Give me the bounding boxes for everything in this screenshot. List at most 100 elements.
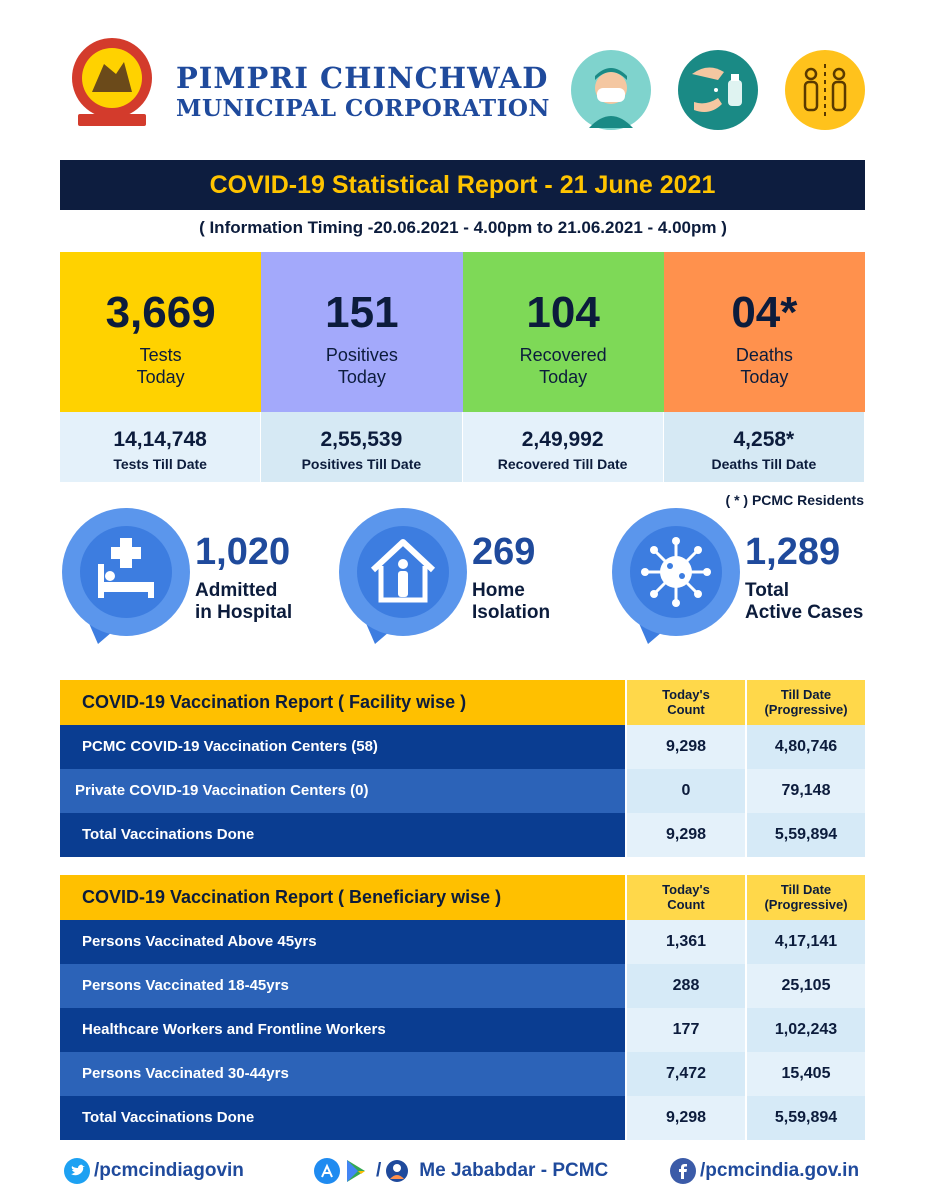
row-today: 9,298 bbox=[625, 813, 745, 857]
positives-total-label: Positives Till Date bbox=[301, 456, 422, 472]
home-isolation-label: Home Isolation bbox=[472, 580, 551, 623]
column-header-till-date: Till Date (Progressive) bbox=[745, 875, 865, 920]
active-cases-label: Total Active Cases bbox=[745, 580, 864, 623]
recovered-today-label: Recovered Today bbox=[519, 345, 607, 387]
row-till-date: 1,02,243 bbox=[745, 1008, 865, 1052]
admitted-label: Admitted in Hospital bbox=[195, 580, 293, 623]
row-label: Healthcare Workers and Frontline Workers bbox=[60, 1008, 625, 1052]
column-header-till-date: Till Date (Progressive) bbox=[745, 680, 865, 725]
stat-tests-today: 3,669 Tests Today bbox=[60, 252, 262, 412]
row-today: 0 bbox=[625, 769, 745, 813]
active-cases-value: 1,289 bbox=[745, 531, 841, 573]
pin-home-isolation: 269 Home Isolation bbox=[337, 508, 607, 648]
recovered-total-value: 2,49,992 bbox=[521, 428, 604, 451]
row-label: Total Vaccinations Done bbox=[60, 1096, 625, 1140]
row-today: 1,361 bbox=[625, 920, 745, 964]
tests-today-value: 3,669 bbox=[105, 288, 216, 337]
footer: /pcmcindiagovin / Me Jababdar - PCMC /pc… bbox=[60, 1158, 865, 1188]
home-isolation-value: 269 bbox=[472, 531, 536, 573]
stat-tests: 3,669 Tests Today 14,14,748 Tests Till Da… bbox=[60, 252, 262, 482]
table-row: Persons Vaccinated 30-44yrs 7,472 15,405 bbox=[60, 1052, 865, 1096]
row-label: Persons Vaccinated 30-44yrs bbox=[60, 1052, 625, 1096]
stat-recovered-today: 104 Recovered Today bbox=[462, 252, 664, 412]
virus-icon bbox=[612, 508, 740, 644]
recovered-today-value: 104 bbox=[526, 288, 600, 337]
app-separator: / bbox=[376, 1160, 382, 1181]
stat-positives-total: 2,55,539 Positives Till Date bbox=[261, 412, 463, 482]
stat-deaths-total: 4,258* Deaths Till Date bbox=[663, 412, 865, 482]
row-today: 9,298 bbox=[625, 1096, 745, 1140]
row-till-date: 4,17,141 bbox=[745, 920, 865, 964]
table-row: Total Vaccinations Done 9,298 5,59,894 bbox=[60, 813, 865, 857]
positives-today-label: Positives Today bbox=[325, 345, 398, 387]
row-today: 288 bbox=[625, 964, 745, 1008]
row-today: 177 bbox=[625, 1008, 745, 1052]
org-name-line2: MUNICIPAL CORPORATION bbox=[176, 95, 550, 122]
deaths-total-label: Deaths Till Date bbox=[711, 456, 817, 472]
facebook-icon bbox=[670, 1158, 696, 1184]
header: PIMPRI CHINCHWAD MUNICIPAL CORPORATION bbox=[0, 0, 926, 150]
tests-total-label: Tests Till Date bbox=[113, 456, 207, 472]
information-timing: ( Information Timing -20.06.2021 - 4.00p… bbox=[199, 218, 727, 237]
mask-icon bbox=[571, 50, 651, 130]
stat-recovered: 104 Recovered Today 2,49,992 Recovered Ti… bbox=[462, 252, 664, 482]
row-till-date: 5,59,894 bbox=[745, 1096, 865, 1140]
deaths-total-value: 4,258* bbox=[733, 428, 795, 451]
app-store-icon[interactable] bbox=[314, 1158, 340, 1184]
stat-positives: 151 Positives Today 2,55,539 Positives Ti… bbox=[261, 252, 463, 482]
beneficiary-table-title: COVID-19 Vaccination Report ( Beneficiar… bbox=[60, 875, 625, 920]
deaths-today-label: Deaths Today bbox=[735, 345, 793, 387]
google-play-icon[interactable] bbox=[344, 1158, 368, 1184]
positives-total-value: 2,55,539 bbox=[320, 428, 403, 451]
pin-hospital: 1,020 Admitted in Hospital bbox=[60, 508, 330, 648]
tests-today-label: Tests Today bbox=[136, 345, 185, 387]
app-links[interactable]: / Me Jababdar - PCMC bbox=[314, 1158, 608, 1184]
positives-today-value: 151 bbox=[325, 288, 399, 337]
twitter-icon bbox=[64, 1158, 90, 1184]
row-label: PCMC COVID-19 Vaccination Centers (58) bbox=[60, 725, 625, 769]
row-label: Persons Vaccinated 18-45yrs bbox=[60, 964, 625, 1008]
report-title: COVID-19 Statistical Report - 21 June 20… bbox=[60, 160, 865, 210]
app-name: Me Jababdar - PCMC bbox=[419, 1160, 609, 1181]
table-row: Persons Vaccinated Above 45yrs 1,361 4,1… bbox=[60, 920, 865, 964]
column-header-today: Today's Count bbox=[625, 680, 745, 725]
facility-table-title: COVID-19 Vaccination Report ( Facility w… bbox=[60, 680, 625, 725]
row-till-date: 25,105 bbox=[745, 964, 865, 1008]
residents-note: ( * ) PCMC Residents bbox=[725, 492, 864, 508]
hospital-bed-icon bbox=[62, 508, 190, 644]
table-row: PCMC COVID-19 Vaccination Centers (58) 9… bbox=[60, 725, 865, 769]
facebook-handle: /pcmcindia.gov.in bbox=[700, 1160, 860, 1181]
row-label: Persons Vaccinated Above 45yrs bbox=[60, 920, 625, 964]
table-row: Persons Vaccinated 18-45yrs 288 25,105 bbox=[60, 964, 865, 1008]
twitter-handle: /pcmcindiagovin bbox=[94, 1160, 244, 1181]
recovered-total-label: Recovered Till Date bbox=[497, 456, 628, 472]
stat-tests-total: 14,14,748 Tests Till Date bbox=[60, 412, 262, 482]
row-till-date: 79,148 bbox=[745, 769, 865, 813]
stat-deaths-today: 04* Deaths Today bbox=[663, 252, 865, 412]
beneficiary-wise-table: COVID-19 Vaccination Report ( Beneficiar… bbox=[60, 875, 865, 1140]
org-name: PIMPRI CHINCHWAD MUNICIPAL CORPORATION bbox=[176, 62, 550, 124]
table-header: COVID-19 Vaccination Report ( Beneficiar… bbox=[60, 875, 865, 920]
row-till-date: 5,59,894 bbox=[745, 813, 865, 857]
column-header-today: Today's Count bbox=[625, 875, 745, 920]
row-today: 7,472 bbox=[625, 1052, 745, 1096]
twitter-link[interactable]: /pcmcindiagovin bbox=[64, 1158, 244, 1184]
hand-sanitizer-icon bbox=[678, 50, 758, 130]
stat-positives-today: 151 Positives Today bbox=[261, 252, 463, 412]
row-till-date: 4,80,746 bbox=[745, 725, 865, 769]
stats-cards: 3,669 Tests Today 14,14,748 Tests Till Da… bbox=[60, 252, 865, 482]
deaths-today-value: 04* bbox=[731, 288, 798, 337]
tests-total-value: 14,14,748 bbox=[113, 428, 207, 451]
facility-wise-table: COVID-19 Vaccination Report ( Facility w… bbox=[60, 680, 865, 857]
facebook-link[interactable]: /pcmcindia.gov.in bbox=[670, 1158, 859, 1184]
me-jababdar-app-icon[interactable] bbox=[385, 1159, 409, 1183]
table-row: Total Vaccinations Done 9,298 5,59,894 bbox=[60, 1096, 865, 1140]
stat-recovered-total: 2,49,992 Recovered Till Date bbox=[462, 412, 664, 482]
row-today: 9,298 bbox=[625, 725, 745, 769]
home-isolation-icon bbox=[339, 508, 467, 644]
org-name-line1: PIMPRI CHINCHWAD bbox=[176, 61, 549, 95]
row-till-date: 15,405 bbox=[745, 1052, 865, 1096]
row-label: Total Vaccinations Done bbox=[60, 813, 625, 857]
admitted-value: 1,020 bbox=[195, 531, 291, 573]
table-row: Private COVID-19 Vaccination Centers (0)… bbox=[60, 769, 865, 813]
